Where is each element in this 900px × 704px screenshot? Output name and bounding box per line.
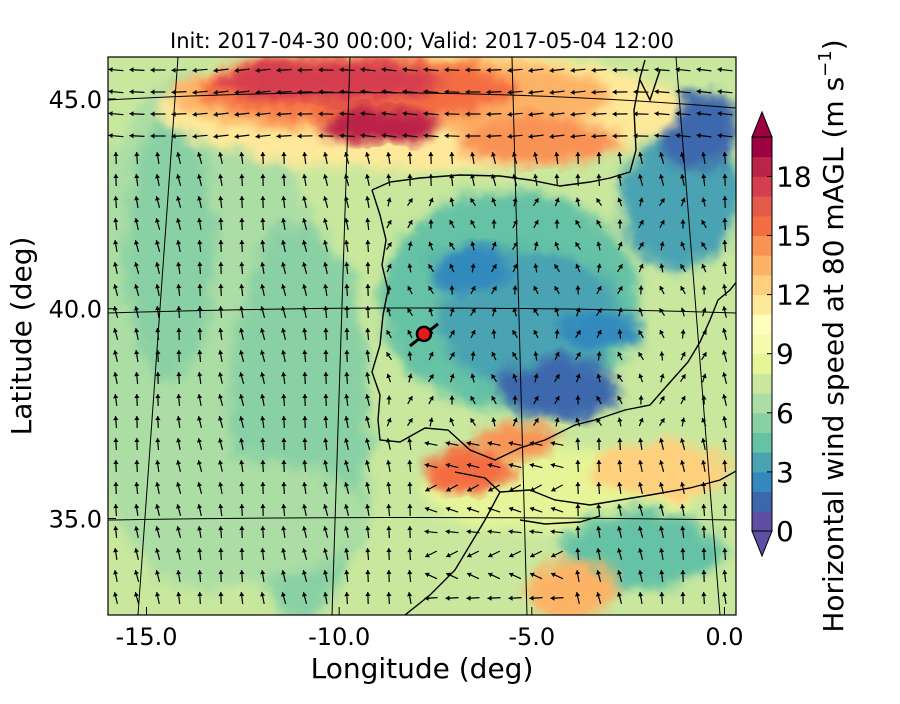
colorbar-tick-label: 9 bbox=[776, 338, 794, 371]
lon-tick-label: 0.0 bbox=[705, 623, 743, 651]
colorbar-tick-label: 15 bbox=[776, 220, 812, 253]
colorbar-label: Horizontal wind speed at 80 mAGL (m s−1) bbox=[815, 39, 850, 632]
colorbar-tick-label: 18 bbox=[776, 160, 812, 193]
colorbar-swatch bbox=[752, 452, 772, 472]
colorbar-tick-label: 0 bbox=[776, 515, 794, 548]
latitude-axis: 35.0 40.0 45.0 bbox=[49, 86, 116, 534]
lon-tick-label: -5.0 bbox=[508, 623, 555, 651]
colorbar-max-extension bbox=[752, 112, 772, 137]
colorbar-min-extension bbox=[752, 531, 772, 556]
colorbar-swatch bbox=[752, 373, 772, 393]
map-title: Init: 2017-04-30 00:00; Valid: 2017-05-0… bbox=[170, 29, 674, 53]
colorbar-swatch bbox=[752, 511, 772, 531]
wind-speed-field bbox=[80, 50, 740, 620]
colorbar-swatch bbox=[752, 354, 772, 374]
colorbar-swatch bbox=[752, 433, 772, 453]
lat-tick-label: 40.0 bbox=[49, 296, 102, 324]
colorbar-swatch bbox=[752, 492, 772, 512]
colorbar-swatch bbox=[752, 157, 772, 177]
colorbar-swatch bbox=[752, 393, 772, 413]
colorbar-swatch bbox=[752, 216, 772, 236]
colorbar-swatch bbox=[752, 236, 772, 256]
colorbar-swatch bbox=[752, 295, 772, 315]
lon-tick-label: -10.0 bbox=[308, 623, 370, 651]
colorbar-swatch bbox=[752, 314, 772, 334]
lat-tick-label: 35.0 bbox=[49, 506, 102, 534]
colorbar: 0 3 6 9 12 15 18 Horizontal wind speed at 80 m… bbox=[752, 39, 850, 632]
colorbar-swatch bbox=[752, 472, 772, 492]
x-axis-label: Longitude (deg) bbox=[311, 652, 534, 685]
colorbar-tick-label: 3 bbox=[776, 456, 794, 489]
colorbar-swatch bbox=[752, 255, 772, 275]
colorbar-swatch bbox=[752, 176, 772, 196]
colorbar-swatch bbox=[752, 334, 772, 354]
colorbar-swatch bbox=[752, 413, 772, 433]
lat-tick-label: 45.0 bbox=[49, 86, 102, 114]
colorbar-swatch bbox=[752, 196, 772, 216]
colorbar-swatch bbox=[752, 275, 772, 295]
lon-tick-label: -15.0 bbox=[115, 623, 177, 651]
y-axis-label: Latitude (deg) bbox=[5, 237, 38, 436]
colorbar-swatch bbox=[752, 137, 772, 157]
colorbar-tick-label: 6 bbox=[776, 397, 794, 430]
colorbar-tick-label: 12 bbox=[776, 279, 812, 312]
